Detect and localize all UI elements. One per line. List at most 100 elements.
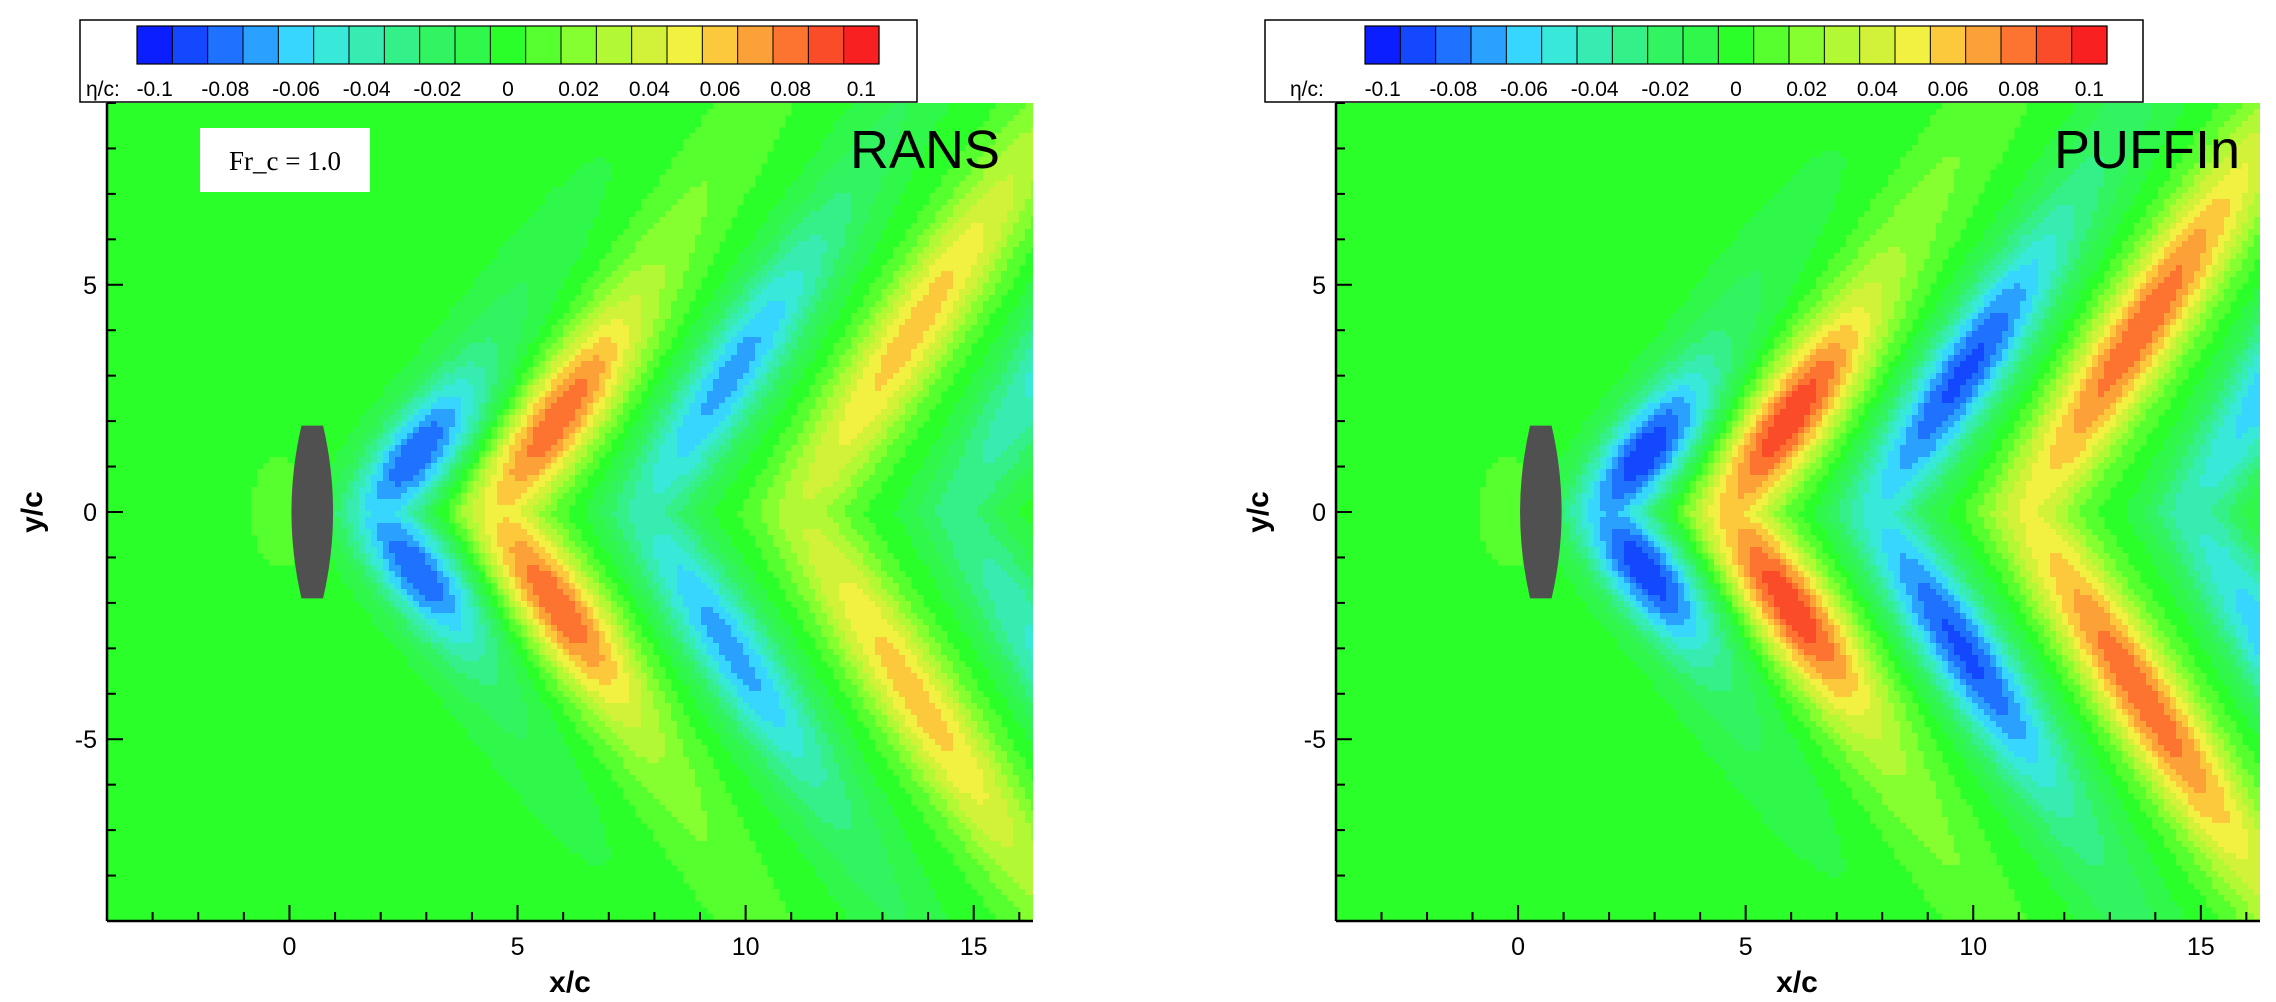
field-cell [857, 163, 864, 170]
field-cell [719, 391, 726, 398]
field-cell [749, 319, 756, 326]
field-cell [695, 187, 702, 194]
field-cell [731, 325, 738, 332]
field-cell [731, 295, 738, 302]
field-cell [971, 163, 978, 170]
field-cell [587, 325, 594, 332]
field-cell [533, 355, 540, 362]
field-cell [659, 289, 666, 296]
field-cell [1007, 223, 1014, 230]
field-cell [869, 355, 876, 362]
field-cell [1013, 367, 1020, 374]
field-cell [623, 439, 630, 446]
field-cell [869, 109, 876, 116]
field-cell [857, 445, 864, 452]
field-cell [611, 265, 618, 272]
field-cell [923, 367, 930, 374]
field-cell [707, 331, 714, 338]
field-cell [959, 439, 966, 446]
field-cell [821, 151, 828, 158]
field-cell [557, 379, 564, 386]
field-cell [377, 439, 384, 446]
field-cell [779, 283, 786, 290]
field-cell [899, 109, 906, 116]
field-cell [941, 331, 948, 338]
field-cell [551, 469, 558, 476]
field-cell [827, 157, 834, 164]
field-cell [995, 451, 1002, 458]
field-cell [1031, 349, 1033, 356]
field-cell [479, 457, 486, 464]
field-cell [959, 283, 966, 290]
field-cell [797, 469, 804, 476]
field-cell [833, 289, 840, 296]
field-cell [947, 373, 954, 380]
field-cell [833, 253, 840, 260]
field-cell [863, 205, 870, 212]
field-cell [581, 349, 588, 356]
field-cell [533, 235, 540, 242]
field-cell [941, 307, 948, 314]
field-cell [665, 289, 672, 296]
field-cell [629, 289, 636, 296]
field-cell [557, 253, 564, 260]
field-cell [485, 451, 492, 458]
field-cell [749, 289, 756, 296]
field-cell [1007, 211, 1014, 218]
field-cell [635, 229, 642, 236]
field-cell [875, 181, 882, 188]
field-cell [653, 247, 660, 254]
field-cell [563, 439, 570, 446]
field-cell [785, 433, 792, 440]
field-cell [671, 163, 678, 170]
field-cell [845, 337, 852, 344]
field-cell [881, 169, 888, 176]
field-cell [491, 373, 498, 380]
field-cell [701, 145, 708, 152]
field-cell [953, 259, 960, 266]
field-cell [821, 313, 828, 320]
field-cell [473, 295, 480, 302]
field-cell [809, 337, 816, 344]
field-cell [653, 355, 660, 362]
field-cell [497, 253, 504, 260]
field-cell [857, 421, 864, 428]
field-cell [749, 109, 756, 116]
field-cell [641, 319, 648, 326]
field-cell [515, 241, 522, 248]
field-cell [413, 475, 420, 482]
field-cell [569, 451, 576, 458]
field-cell [773, 127, 780, 134]
field-cell [401, 415, 408, 422]
field-cell [623, 301, 630, 308]
field-cell [953, 349, 960, 356]
field-cell [971, 295, 978, 302]
field-cell [1025, 439, 1032, 446]
field-cell [449, 337, 456, 344]
field-cell [923, 277, 930, 284]
field-cell [431, 451, 438, 458]
field-cell [503, 433, 510, 440]
field-cell [569, 349, 576, 356]
field-cell [971, 205, 978, 212]
field-cell [569, 433, 576, 440]
field-cell [707, 229, 714, 236]
field-cell [887, 469, 894, 476]
field-cell [983, 127, 990, 134]
field-cell [1031, 205, 1033, 212]
field-cell [467, 355, 474, 362]
field-cell [839, 295, 846, 302]
field-cell [869, 361, 876, 368]
field-cell [845, 457, 852, 464]
field-cell [1013, 187, 1020, 194]
field-cell [605, 259, 612, 266]
field-cell [827, 193, 834, 200]
field-cell [755, 433, 762, 440]
field-cell [749, 277, 756, 284]
field-cell [749, 115, 756, 122]
field-cell [707, 367, 714, 374]
field-cell [617, 373, 624, 380]
field-cell [1001, 229, 1008, 236]
field-cell [947, 181, 954, 188]
field-cell [791, 373, 798, 380]
